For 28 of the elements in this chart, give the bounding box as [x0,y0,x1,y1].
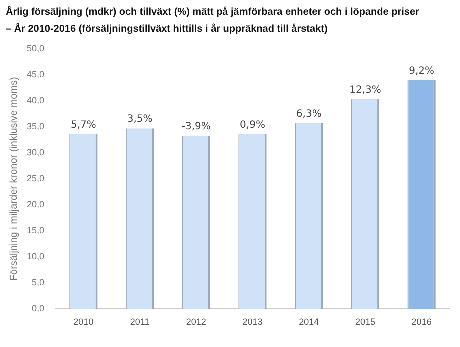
annotation: 6,3% [296,109,322,120]
x-tick-label: 2010 [74,317,94,328]
annotation: 9,2% [409,66,435,77]
y-tick-label: 50,0 [26,43,45,54]
annotation: 12,3% [350,85,382,96]
x-tick-label: 2012 [186,317,206,328]
y-tick-label: 10,0 [26,252,45,262]
y-tick-label: 15,0 [26,226,45,236]
annotation: -3,9% [182,122,211,132]
y-tick-label: 20,0 [26,200,45,210]
chart-subtitle: – År 2010-2016 (försäljningstillväxt hittills i år uppräknad till årstakt) [6,24,329,35]
y-axis-title: Försäljning i miljarder kronor (inklusive moms) [8,77,20,282]
x-tick-label: 2015 [355,317,376,328]
x-tick-label: 2016 [412,317,432,328]
x-tick-label: 2011 [130,317,150,328]
y-tick-label: 35,0 [26,122,45,132]
annotation: 3,5% [127,114,153,126]
y-tick-label: 30,0 [26,148,45,158]
y-tick-label: 40,0 [26,96,45,106]
y-tick-label: 0,0 [32,304,45,314]
y-tick-label: 5,0 [32,278,45,288]
chart-title: Årlig försäljning (mdkr) och tillväxt (%) mätt på jämförbara enheter och i löpande priser [6,7,420,18]
y-tick-label: 45,0 [26,70,45,80]
annotation: 0,9% [240,120,266,131]
x-tick-label: 2013 [242,317,263,328]
x-tick-label: 2014 [299,317,320,328]
y-tick-label: 25,0 [26,174,45,184]
annotation: 5,7% [70,120,96,131]
